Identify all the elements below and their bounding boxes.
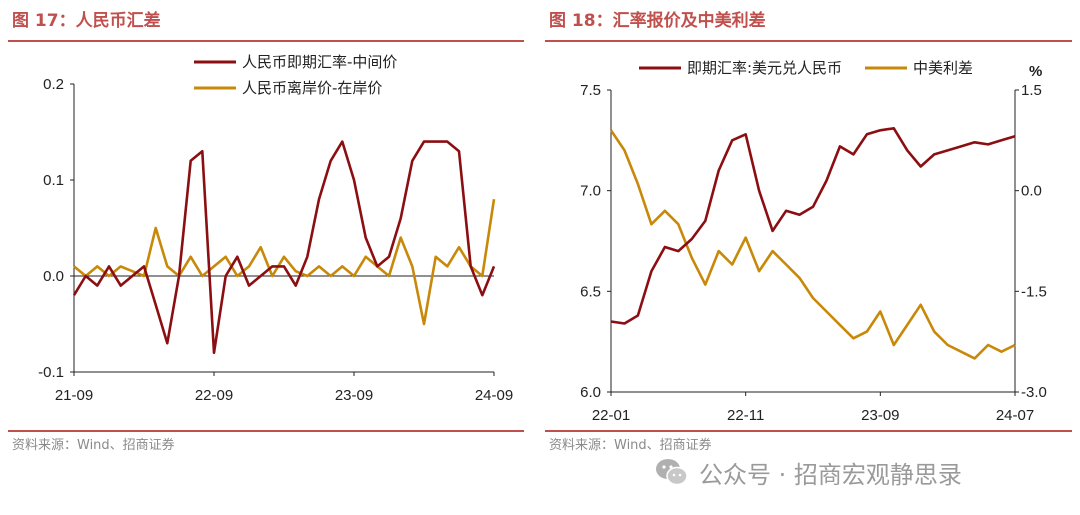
x-tick-label: 21-09 [55,387,93,404]
legend-label-1: 中美利差 [913,59,973,77]
y-tick-label: 0.1 [43,172,64,189]
x-tick-label: 24-07 [996,407,1034,424]
y-tick-label: 0.2 [43,76,64,93]
y-tick-label: 6.5 [580,283,601,300]
y-tick-label: 6.0 [580,384,601,401]
x-tick-label: 23-09 [861,407,899,424]
fx-rate-spread-chart: 6.0 6.5 7.0 7.5 -3.0 -1.5 0.0 1.5% 22-01 22-11 23-… [580,59,1047,424]
y2-tick-label: 0.0 [1021,183,1042,200]
x-tick-label: 22-11 [727,407,764,424]
figure-title: 图 17：人民币汇差 [12,11,161,31]
bottom-divider [545,430,1072,432]
figure-17-panel: 图 17：人民币汇差 -0.1 0.0 0.1 0.2 21-09 22-09 23-09 2… [8,0,524,515]
watermark-text: 公众号 · 招商宏观静思录 [699,460,962,489]
x-tick-label: 22-09 [195,387,233,404]
y2-unit-label: % [1029,63,1042,80]
y2-tick-label: -1.5 [1021,283,1047,300]
y2-tick-label: 1.5 [1021,82,1042,99]
series-line-1 [73,199,496,326]
wechat-icon [656,459,688,486]
wechat-watermark: 公众号 · 招商宏观静思录 [655,454,962,490]
x-tick-label: 22-01 [592,407,630,424]
series-line-0 [610,127,1016,325]
source-note: 资料来源：Wind、招商证券 [549,438,712,453]
figure-18-panel: 图 18：汇率报价及中美利差 6.0 6.5 7.0 7.5 -3.0 -1.5 0.0 1.… [545,0,1072,515]
figure-title: 图 18：汇率报价及中美利差 [549,11,766,31]
x-tick-label: 24-09 [475,387,513,404]
legend-label-0: 人民币即期汇率-中间价 [242,53,397,71]
fx-spread-chart: -0.1 0.0 0.1 0.2 21-09 22-09 23-09 24-09 人民币即期汇率… [38,53,513,404]
series-line-0 [72,140,496,355]
title-divider [545,40,1072,42]
x-tick-label: 23-09 [335,387,373,404]
source-note: 资料来源：Wind、招商证券 [12,438,175,453]
y-tick-label: 7.5 [580,82,601,99]
bottom-divider [8,430,524,432]
y-tick-label: 7.0 [580,183,601,200]
title-divider [8,40,524,42]
y-tick-label: -0.1 [38,364,64,381]
legend-label-1: 人民币离岸价-在岸价 [242,79,382,97]
y2-tick-label: -3.0 [1021,384,1047,401]
y-tick-label: 0.0 [43,268,64,285]
series-line-1 [609,129,1016,360]
legend-label-0: 即期汇率:美元兑人民币 [687,59,842,77]
